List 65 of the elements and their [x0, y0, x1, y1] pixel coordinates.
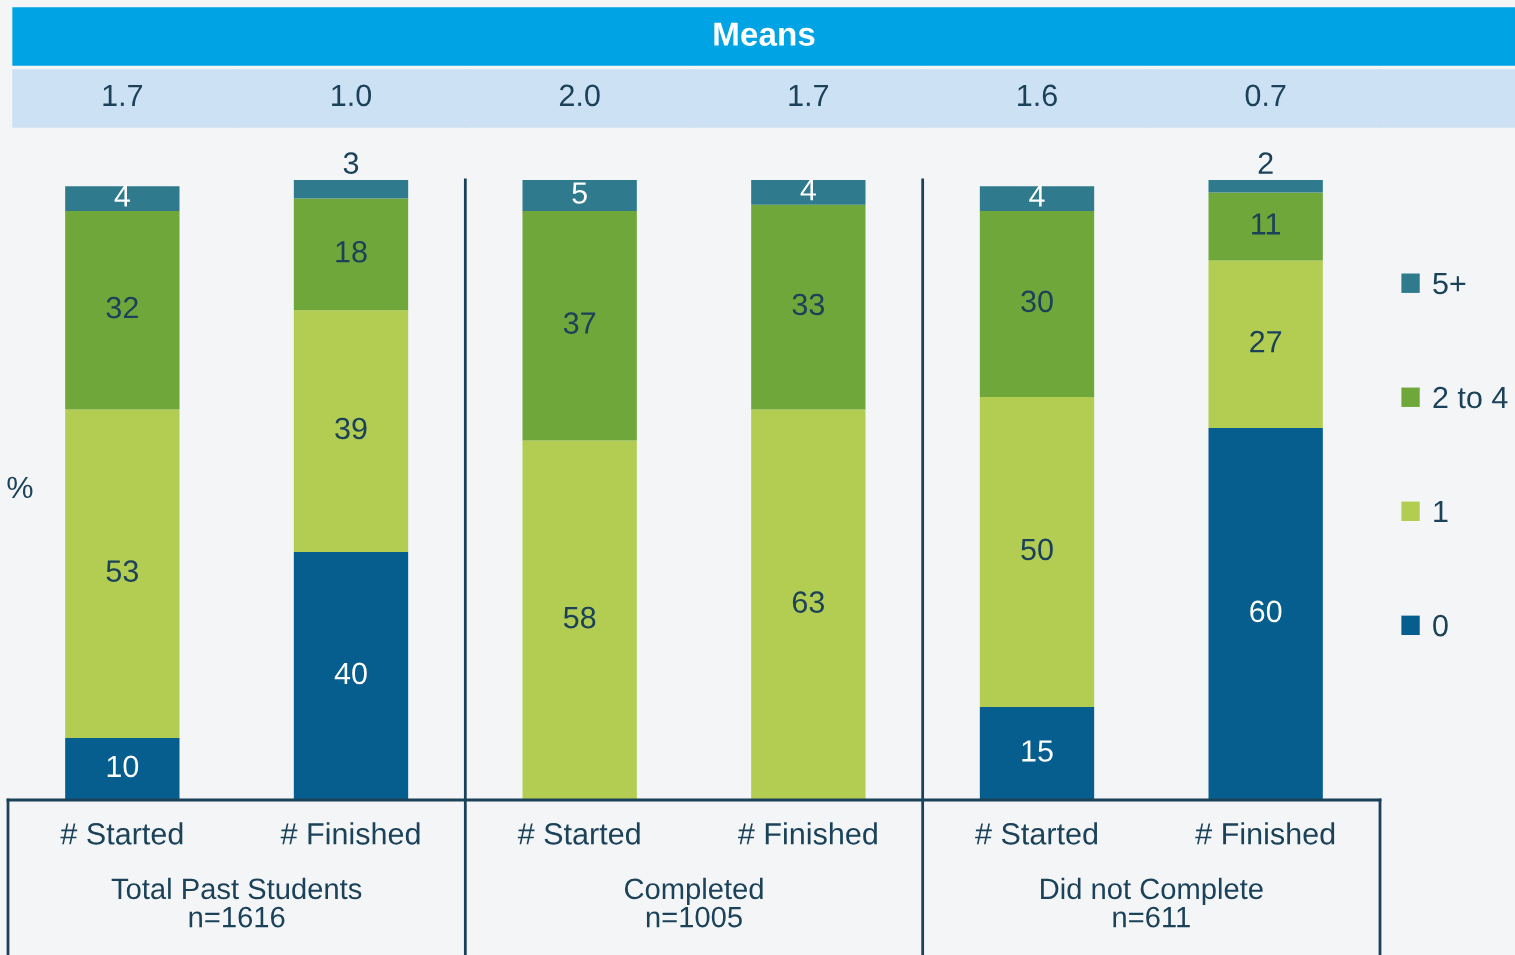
bar: [1208, 260, 1323, 428]
data-label: 40: [334, 662, 367, 685]
bar: [522, 440, 637, 800]
data-label: 33: [792, 293, 824, 316]
bar: [522, 180, 637, 211]
legend-label: 5+: [1433, 272, 1466, 295]
data-label: 3: [343, 152, 359, 174]
data-label: 10: [107, 755, 139, 778]
text: 1.6: [1018, 84, 1057, 107]
bar: [1208, 192, 1323, 261]
data-label: 30: [1021, 290, 1053, 313]
bar: [979, 707, 1095, 800]
bar: [522, 211, 637, 441]
data-label: 37: [563, 312, 596, 334]
x-tick-label: # Finished: [1195, 822, 1335, 845]
data-label: 11: [1252, 213, 1281, 235]
bar: [979, 186, 1095, 211]
bar: [65, 738, 180, 800]
bar: [1208, 428, 1323, 800]
data-label: 4: [800, 179, 816, 201]
bar: [293, 180, 409, 199]
text: 0.7: [1245, 84, 1286, 107]
x-tick-label: # Started: [60, 822, 183, 845]
text: 1.7: [789, 84, 829, 106]
text: Means: [714, 22, 815, 46]
data-label: 5: [572, 182, 587, 204]
text: Total Past Students n=1616: [111, 877, 362, 928]
data-label: 4: [1029, 185, 1045, 207]
text: 1.7: [103, 84, 143, 106]
bar: [751, 409, 866, 800]
bar: [1208, 180, 1323, 193]
bar: [979, 211, 1095, 397]
bar: [751, 204, 866, 410]
data-label: 32: [106, 296, 138, 319]
bar: [293, 310, 409, 552]
x-tick-label: # Started: [975, 822, 1098, 845]
text: 1.0: [332, 84, 372, 107]
data-label: 15: [1022, 740, 1053, 762]
data-label: 58: [563, 606, 596, 629]
bar: [293, 552, 409, 800]
data-label: 27: [1250, 330, 1282, 353]
data-label: 53: [106, 560, 138, 582]
legend-label: 1: [1434, 501, 1448, 523]
text: 2.0: [559, 84, 600, 107]
bar: [65, 211, 180, 410]
bar: [65, 186, 180, 211]
data-label: 4: [114, 185, 130, 207]
data-label: 60: [1250, 600, 1282, 623]
bar: [979, 397, 1095, 707]
x-tick-label: # Finished: [280, 822, 420, 845]
bar: [751, 180, 866, 205]
text: Completed n=1005: [624, 877, 763, 928]
y-axis-title: %: [7, 476, 33, 499]
x-tick-label: # Started: [517, 822, 640, 845]
data-label: 39: [335, 417, 367, 440]
data-label: 2: [1258, 152, 1273, 174]
data-label: 50: [1021, 538, 1053, 561]
text: Did not Complete n=611: [1041, 877, 1263, 928]
legend-label: 2 to 4: [1433, 386, 1508, 409]
data-label: 63: [792, 591, 824, 613]
legend-label: 0: [1433, 614, 1448, 637]
bar: [65, 409, 180, 738]
data-label: 18: [336, 240, 367, 263]
bar: [293, 198, 409, 311]
x-tick-label: # Finished: [737, 822, 877, 845]
